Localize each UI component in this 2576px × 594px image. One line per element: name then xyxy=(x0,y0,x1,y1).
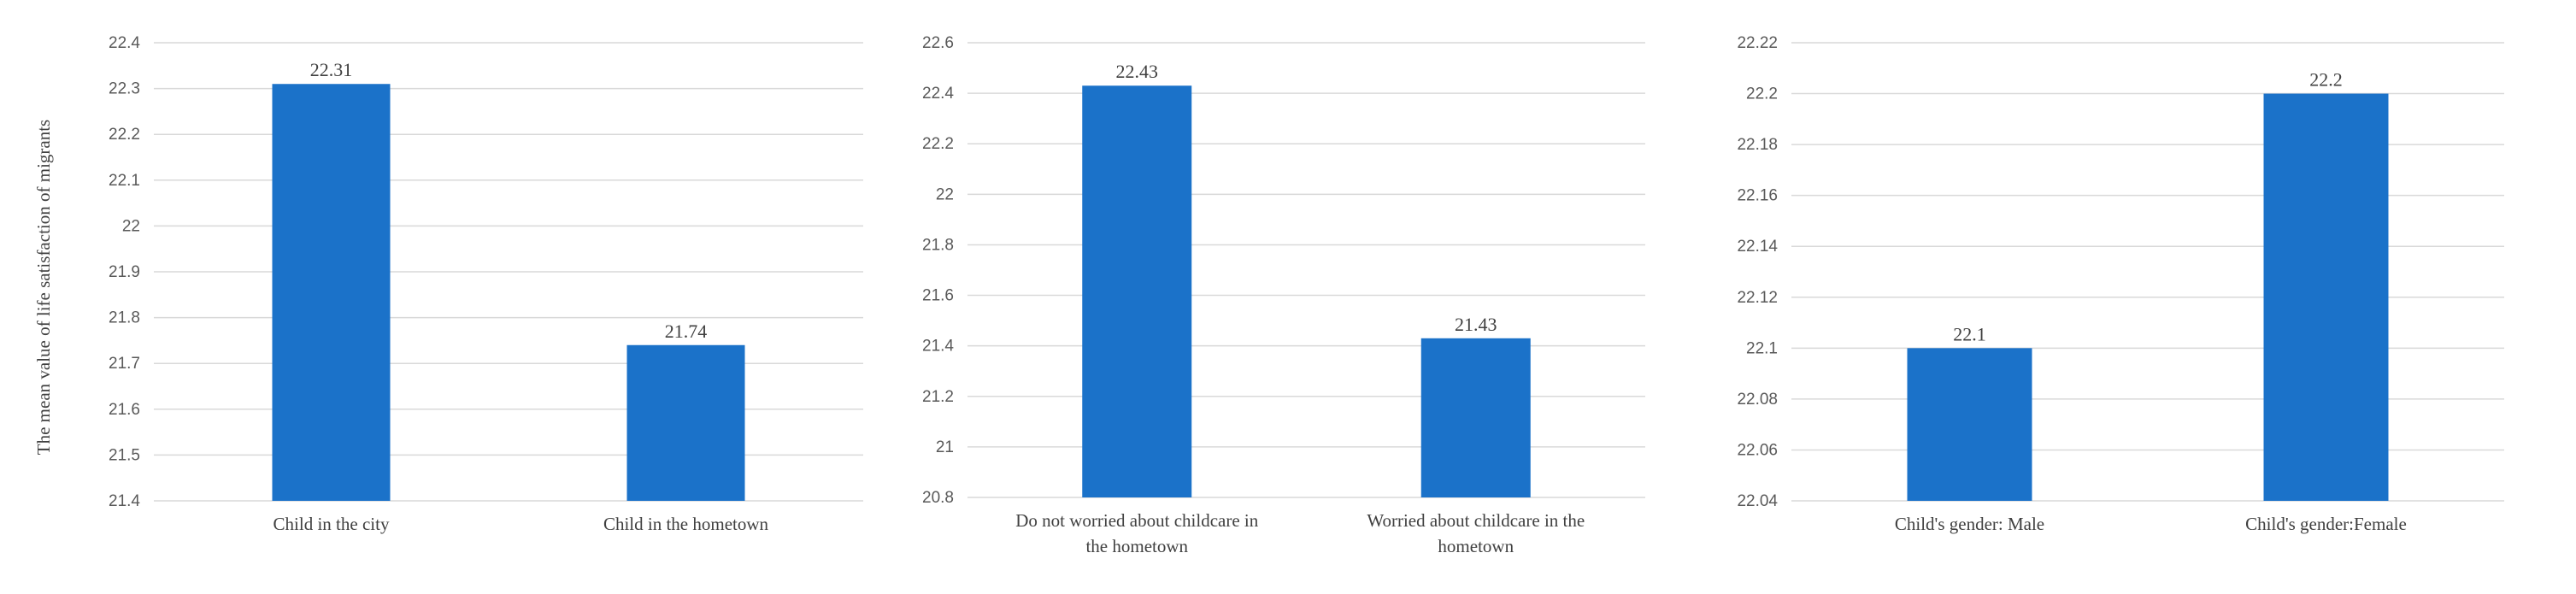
y-tick-label: 20.8 xyxy=(922,489,954,507)
chart-panel-2: 20.8 21 21.2 21.4 21.6 21.8 22 22.2 22.4 22.6 22.4… xyxy=(922,34,1645,556)
y-tick-label: 21.8 xyxy=(922,236,954,254)
y-tick-label: 22.1 xyxy=(1746,339,1778,357)
y-tick-label: 21 xyxy=(936,438,954,456)
y-tick-label: 21.6 xyxy=(109,401,140,419)
y-tick-label: 22.1 xyxy=(109,172,140,190)
data-label: 21.74 xyxy=(665,321,708,342)
y-tick-label: 22.14 xyxy=(1737,238,1778,256)
y-tick-label: 21.4 xyxy=(922,338,954,356)
category-label: Worried about childcare in the hometown xyxy=(1367,510,1585,556)
category-label: Child's gender:Female xyxy=(2245,514,2407,534)
y-tick-label: 22.18 xyxy=(1737,136,1778,154)
category-label: Child in the city xyxy=(273,514,390,534)
bar xyxy=(272,84,391,502)
category-label: Child's gender: Male xyxy=(1895,514,2044,534)
y-tick-label: 21.6 xyxy=(922,287,954,305)
y-tick-label: 22.2 xyxy=(1746,85,1778,103)
y-tick-label: 22.12 xyxy=(1737,289,1778,307)
y-tick-label: 21.9 xyxy=(109,263,140,281)
data-label: 22.31 xyxy=(310,59,353,80)
y-tick-label: 22.2 xyxy=(922,135,954,153)
y-tick-label: 21.8 xyxy=(109,309,140,327)
y-tick-label: 22.4 xyxy=(109,34,140,52)
y-tick-label: 22.3 xyxy=(109,80,140,98)
y-tick-label: 22.08 xyxy=(1737,391,1778,409)
data-label: 21.43 xyxy=(1455,314,1497,335)
y-tick-label: 22.2 xyxy=(109,126,140,144)
data-label: 22.2 xyxy=(2309,69,2343,91)
category-label: Do not worried about childcare in the hom… xyxy=(1015,510,1258,556)
chart-panel-3: 22.04 22.06 22.08 22.1 22.12 22.14 22.16 22.18 2… xyxy=(1737,34,2504,534)
y-tick-label: 22.22 xyxy=(1737,34,1778,52)
y-tick-label: 21.4 xyxy=(109,492,140,510)
y-tick-label: 22.04 xyxy=(1737,492,1778,510)
y-tick-label: 22.4 xyxy=(922,85,954,103)
data-label: 22.1 xyxy=(1953,323,1986,344)
bar xyxy=(1907,348,2032,501)
bar xyxy=(2263,93,2389,502)
bar xyxy=(626,344,745,501)
data-label: 22.43 xyxy=(1116,61,1159,82)
bar xyxy=(1420,338,1531,497)
y-tick-label: 21.7 xyxy=(109,355,140,373)
chart-panel-1: 21.4 21.5 21.6 21.7 21.8 21.9 22 22.1 22.2 22.3 22… xyxy=(109,34,863,534)
y-tick-label: 22.6 xyxy=(922,34,954,52)
y-tick-label: 22.16 xyxy=(1737,187,1778,205)
y-tick-label: 21.5 xyxy=(109,446,140,464)
y-tick-label: 22 xyxy=(936,185,954,203)
bar xyxy=(1082,85,1192,497)
y-axis-label: The mean value of life satisfaction of m… xyxy=(33,120,54,455)
y-tick-label: 22.06 xyxy=(1737,441,1778,459)
category-label: Child in the hometown xyxy=(603,514,769,534)
y-tick-label: 22 xyxy=(122,217,140,235)
y-tick-label: 21.2 xyxy=(922,388,954,406)
